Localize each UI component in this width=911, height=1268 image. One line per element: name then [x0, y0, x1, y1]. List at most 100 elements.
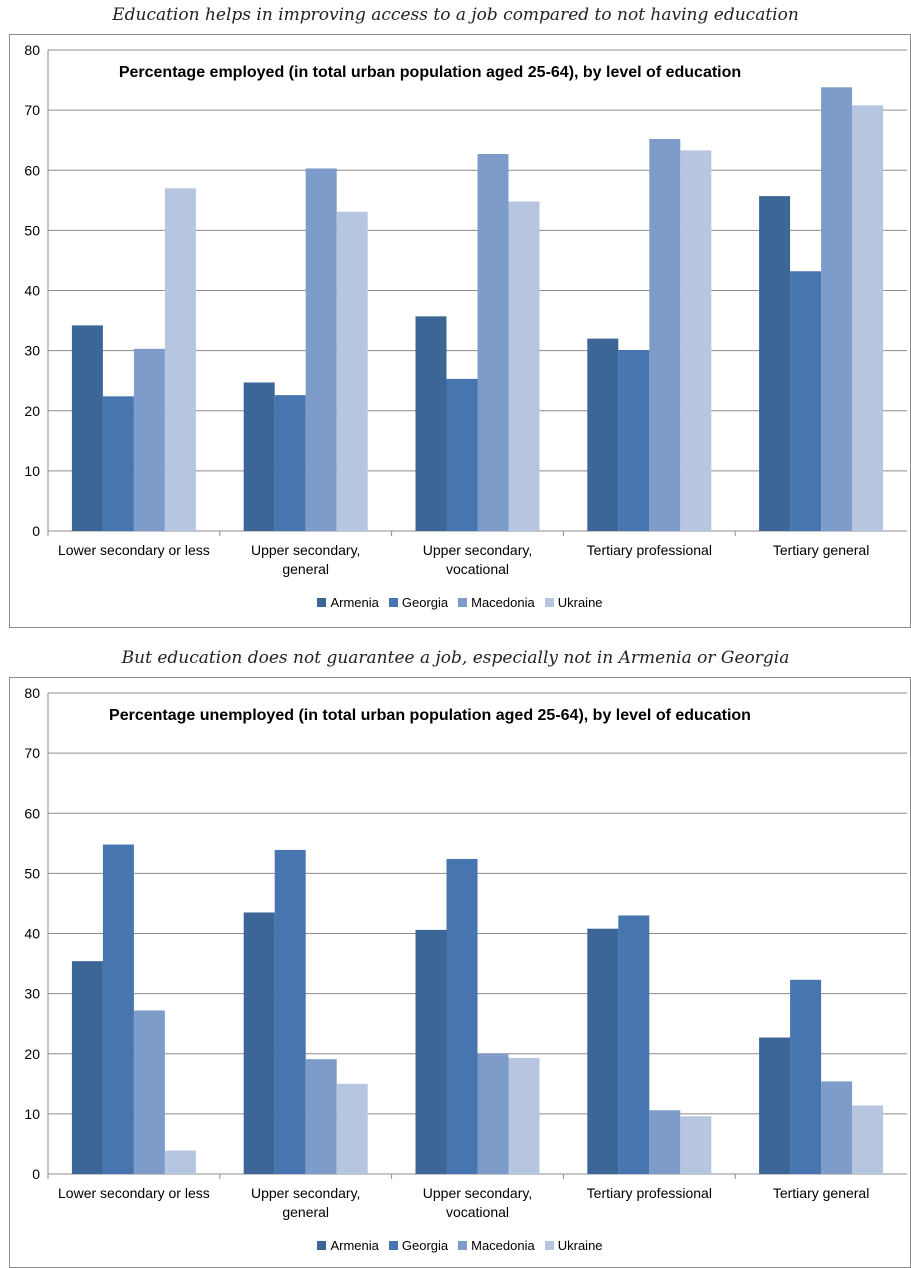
top-caption: Education helps in improving access to a… — [112, 5, 799, 25]
y-tick-label: 50 — [24, 222, 40, 238]
bar-armenia — [71, 325, 103, 531]
legend-item-ukraine: Ukraine — [544, 1238, 603, 1253]
y-tick-label: 70 — [24, 745, 40, 761]
x-category-label: Tertiary professional — [587, 1185, 712, 1201]
bar-macedonia — [133, 348, 165, 531]
legend-swatch — [458, 598, 468, 607]
bar-macedonia — [305, 1059, 337, 1174]
legend-swatch — [458, 1241, 468, 1250]
bottom-caption: But education does not guarantee a job, … — [121, 648, 790, 668]
bar-georgia — [790, 979, 822, 1174]
y-tick-label: 60 — [24, 162, 40, 178]
bar-macedonia — [477, 154, 509, 532]
x-category-label: Tertiary general — [773, 1185, 870, 1201]
chart-canvas: 0 10 20 30 40 50 60 70 80 Lower secondary or less… — [24, 685, 907, 1220]
legend-swatch — [317, 1241, 327, 1250]
bar-georgia — [446, 378, 478, 531]
bar-armenia — [759, 196, 791, 531]
chart-title: Percentage unemployed (in total urban po… — [109, 707, 751, 724]
bar-armenia — [243, 912, 275, 1174]
legend-item-georgia: Georgia — [388, 1238, 449, 1253]
legend-label: Ukraine — [557, 595, 603, 610]
y-tick-label: 20 — [24, 1046, 40, 1062]
y-tick-label: 40 — [24, 926, 40, 942]
bar-ukraine — [508, 1057, 540, 1174]
bar-georgia — [102, 844, 134, 1174]
legend-label: Ukraine — [557, 1238, 603, 1253]
y-tick-label: 60 — [24, 805, 40, 821]
legend-swatch — [388, 598, 398, 607]
bar-georgia — [102, 396, 134, 531]
chart-legend: Armenia Georgia Macedonia Ukraine — [10, 1238, 910, 1253]
y-tick-label: 50 — [24, 865, 40, 881]
bar-ukraine — [852, 105, 884, 531]
legend-swatch — [317, 598, 327, 607]
legend-item-georgia: Georgia — [388, 595, 449, 610]
bar-georgia — [618, 915, 650, 1174]
x-category-label: Upper secondary, vocational — [423, 1185, 532, 1220]
bar-ukraine — [164, 1150, 196, 1174]
y-tick-label: 80 — [24, 685, 40, 701]
bar-macedonia — [649, 1110, 681, 1174]
legend-label: Georgia — [401, 1238, 449, 1253]
y-tick-label: 40 — [24, 283, 40, 299]
legend-item-macedonia: Macedonia — [458, 595, 535, 610]
y-tick-label: 0 — [32, 1166, 40, 1182]
chart-canvas: 0 10 20 30 40 50 60 70 80 Lower secondary or less… — [24, 42, 907, 577]
bar-ukraine — [336, 211, 368, 531]
y-tick-label: 30 — [24, 343, 40, 359]
bar-georgia — [790, 271, 822, 531]
x-category-label: Tertiary professional — [587, 542, 712, 558]
x-category-label: Upper secondary, general — [251, 542, 360, 577]
x-category-label: Lower secondary or less — [58, 1185, 210, 1201]
x-category-label: Lower secondary or less — [58, 542, 210, 558]
x-category-label: Upper secondary, vocational — [423, 542, 532, 577]
legend-item-macedonia: Macedonia — [458, 1238, 535, 1253]
bar-macedonia — [477, 1053, 509, 1174]
employed-chart: 0 10 20 30 40 50 60 70 80 Lower secondary or less… — [9, 34, 911, 628]
chart-legend: Armenia Georgia Macedonia Ukraine — [10, 595, 910, 610]
bar-ukraine — [508, 201, 540, 531]
y-tick-label: 20 — [24, 403, 40, 419]
bar-armenia — [759, 1037, 791, 1174]
chart-title: Percentage employed (in total urban popu… — [118, 64, 742, 81]
bar-macedonia — [821, 87, 853, 531]
legend-label: Armenia — [330, 595, 379, 610]
bar-georgia — [274, 849, 306, 1174]
x-category-label: Tertiary general — [773, 542, 870, 558]
bar-ukraine — [164, 188, 196, 531]
bar-georgia — [446, 858, 478, 1174]
unemployed-chart: 0 10 20 30 40 50 60 70 80 Lower secondary or less… — [9, 677, 911, 1268]
y-tick-label: 10 — [24, 1106, 40, 1122]
bar-georgia — [274, 395, 306, 531]
y-tick-label: 80 — [24, 42, 40, 58]
bar-ukraine — [336, 1083, 368, 1174]
bar-armenia — [415, 929, 447, 1174]
legend-swatch — [544, 598, 554, 607]
bar-macedonia — [649, 138, 681, 532]
legend-label: Georgia — [401, 595, 449, 610]
bar-ukraine — [852, 1105, 884, 1174]
bar-armenia — [587, 338, 619, 531]
legend-swatch — [388, 1241, 398, 1250]
legend-item-armenia: Armenia — [317, 595, 379, 610]
legend-label: Armenia — [330, 1238, 379, 1253]
bar-ukraine — [680, 150, 712, 531]
legend-label: Macedonia — [471, 1238, 535, 1253]
y-tick-label: 70 — [24, 102, 40, 118]
legend-swatch — [544, 1241, 554, 1250]
bar-macedonia — [305, 168, 337, 532]
bar-ukraine — [680, 1116, 712, 1174]
legend-item-armenia: Armenia — [317, 1238, 379, 1253]
bar-armenia — [415, 316, 447, 531]
y-tick-label: 0 — [32, 523, 40, 539]
bar-armenia — [71, 961, 103, 1174]
y-tick-label: 10 — [24, 463, 40, 479]
y-tick-label: 30 — [24, 986, 40, 1002]
bar-macedonia — [133, 1010, 165, 1174]
bar-macedonia — [821, 1081, 853, 1174]
x-category-label: Upper secondary, general — [251, 1185, 360, 1220]
legend-item-ukraine: Ukraine — [544, 595, 603, 610]
bar-armenia — [587, 928, 619, 1174]
bar-georgia — [618, 350, 650, 531]
